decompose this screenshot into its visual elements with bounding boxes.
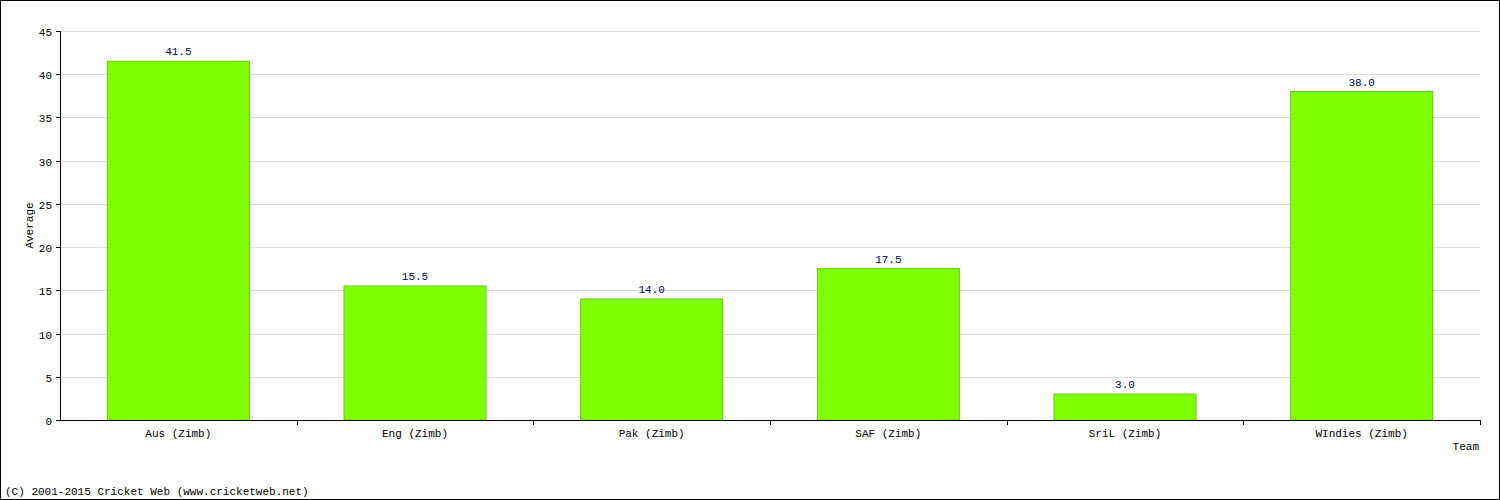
x-tick-divider xyxy=(1007,420,1008,425)
x-axis-title: Team xyxy=(1453,441,1480,453)
data-label: 41.5 xyxy=(165,46,191,58)
y-tick-label: 5 xyxy=(45,373,52,385)
x-tick-divider xyxy=(1480,420,1481,425)
data-label: 14.0 xyxy=(638,284,664,296)
grid-line xyxy=(60,247,1480,248)
x-tick-label: Pak (Zimb) xyxy=(619,428,685,440)
grid-line xyxy=(60,74,1480,75)
y-tick-label: 15 xyxy=(39,286,52,298)
grid-line xyxy=(60,334,1480,335)
y-tick-label: 45 xyxy=(39,27,52,39)
grid-line xyxy=(60,290,1480,291)
x-tick-label: SriL (Zimb) xyxy=(1089,428,1162,440)
y-tick xyxy=(56,377,60,378)
y-tick xyxy=(56,31,60,32)
data-label: 17.5 xyxy=(875,254,901,266)
footer-annotation: (C) 2001-2015 Cricket Web (www.cricketwe… xyxy=(5,486,309,498)
y-tick xyxy=(56,74,60,75)
x-tick-label: WIndies (Zimb) xyxy=(1315,428,1407,440)
y-tick xyxy=(56,420,60,421)
x-tick-divider xyxy=(770,420,771,425)
y-axis xyxy=(60,31,61,420)
border xyxy=(1,1,1500,500)
data-label: 38.0 xyxy=(1348,77,1374,89)
y-tick-label: 20 xyxy=(39,243,52,255)
bar xyxy=(817,269,959,420)
y-tick xyxy=(56,161,60,162)
x-tick-label: Aus (Zimb) xyxy=(145,428,211,440)
x-tick-divider xyxy=(297,420,298,425)
y-tick xyxy=(56,334,60,335)
grid-line xyxy=(60,161,1480,162)
y-tick xyxy=(56,117,60,118)
bar xyxy=(581,299,723,420)
grid-line xyxy=(60,117,1480,118)
y-tick xyxy=(56,247,60,248)
x-tick-divider xyxy=(1243,420,1244,425)
bar xyxy=(107,61,249,420)
bar xyxy=(1054,394,1196,420)
y-tick-label: 25 xyxy=(39,200,52,212)
y-tick-label: 0 xyxy=(45,416,52,428)
x-tick-label: SAF (Zimb) xyxy=(855,428,921,440)
bar xyxy=(344,286,486,420)
x-tick-divider xyxy=(533,420,534,425)
grid-line xyxy=(60,377,1480,378)
y-tick-label: 40 xyxy=(39,70,52,82)
y-tick-label: 30 xyxy=(39,157,52,169)
bar xyxy=(1291,92,1433,420)
grid-line xyxy=(60,31,1480,32)
chart: 0 5 10 15 20 25 30 35 40 45 41.5 15.5 14.0 17.5 3.0 38.… xyxy=(0,0,1500,500)
x-tick-label: Eng (Zimb) xyxy=(382,428,448,440)
y-tick-label: 10 xyxy=(39,330,52,342)
grid-line xyxy=(60,204,1480,205)
bars xyxy=(107,61,1432,420)
y-axis-title: Average xyxy=(24,202,36,248)
y-tick-label: 35 xyxy=(39,113,52,125)
y-tick xyxy=(56,290,60,291)
data-label: 15.5 xyxy=(402,271,428,283)
data-label: 3.0 xyxy=(1115,379,1135,391)
y-tick xyxy=(56,204,60,205)
